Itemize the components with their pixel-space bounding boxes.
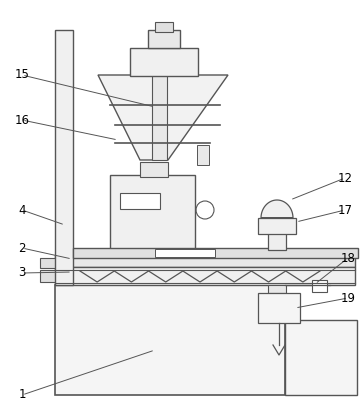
- Text: 17: 17: [337, 204, 352, 217]
- Bar: [258, 218, 296, 234]
- Bar: [140, 162, 168, 177]
- Bar: [312, 280, 327, 292]
- Bar: [285, 320, 357, 395]
- Bar: [155, 22, 173, 32]
- Bar: [55, 255, 355, 267]
- Polygon shape: [98, 75, 228, 160]
- Text: 3: 3: [18, 266, 26, 279]
- Polygon shape: [261, 200, 293, 218]
- Bar: [268, 232, 286, 250]
- Text: 15: 15: [15, 69, 29, 82]
- Text: 1: 1: [18, 388, 26, 401]
- Text: 19: 19: [340, 291, 356, 304]
- Bar: [130, 48, 198, 76]
- Text: 16: 16: [15, 113, 29, 126]
- Text: 18: 18: [341, 251, 355, 264]
- Bar: [148, 30, 180, 48]
- Bar: [55, 30, 73, 285]
- Bar: [40, 258, 56, 268]
- Text: 12: 12: [337, 171, 352, 184]
- Text: 4: 4: [18, 204, 26, 217]
- Bar: [110, 175, 195, 257]
- Bar: [155, 249, 215, 257]
- Bar: [197, 145, 209, 165]
- Bar: [40, 270, 56, 282]
- Text: 2: 2: [18, 242, 26, 255]
- Bar: [73, 248, 358, 258]
- Bar: [152, 75, 167, 160]
- Bar: [55, 267, 355, 285]
- Bar: [55, 285, 285, 395]
- Bar: [258, 293, 300, 323]
- Bar: [120, 193, 160, 209]
- Bar: [268, 285, 286, 293]
